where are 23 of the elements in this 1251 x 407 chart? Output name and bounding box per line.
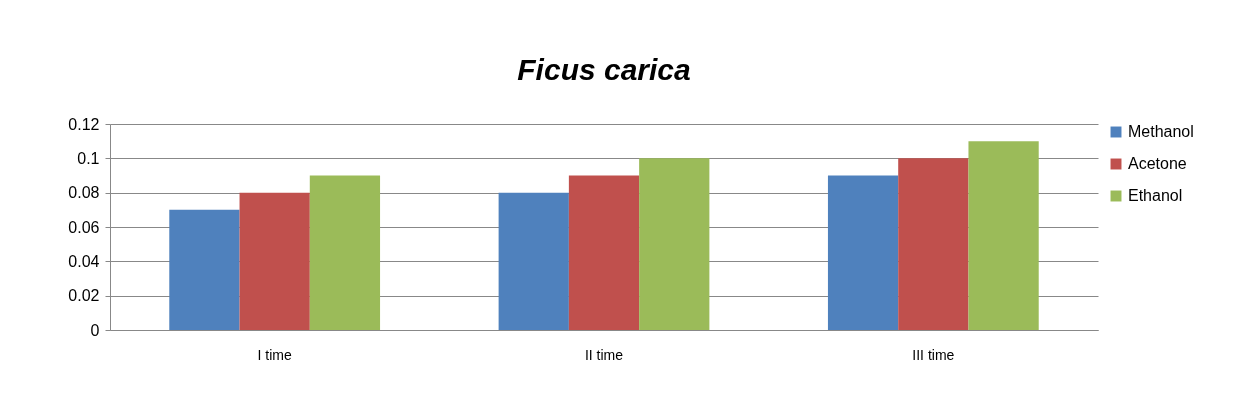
y-tick-label: 0 <box>90 321 100 339</box>
legend-label: Ethanol <box>1128 187 1183 204</box>
bar <box>498 192 569 330</box>
bar <box>898 158 969 330</box>
bar <box>309 175 381 330</box>
legend-label: Acetone <box>1128 155 1187 172</box>
y-tick-label: 0.02 <box>68 287 100 305</box>
bar <box>968 141 1039 330</box>
bar <box>639 158 710 330</box>
chart-title: Ficus carica <box>517 53 691 86</box>
y-tick-label: 0.06 <box>68 218 100 236</box>
bar <box>568 175 640 330</box>
y-tick-label: 0.1 <box>77 149 100 167</box>
x-tick-label: II time <box>584 346 624 363</box>
y-tick-label: 0.08 <box>68 184 100 202</box>
y-tick-label: 0.04 <box>68 252 100 270</box>
x-tick-label: III time <box>912 346 955 363</box>
bar <box>827 175 899 330</box>
legend-label: Methanol <box>1128 123 1194 140</box>
bar <box>239 192 310 330</box>
bar <box>169 209 240 330</box>
x-tick-label: I time <box>257 346 292 363</box>
y-tick-label: 0.12 <box>68 115 100 133</box>
